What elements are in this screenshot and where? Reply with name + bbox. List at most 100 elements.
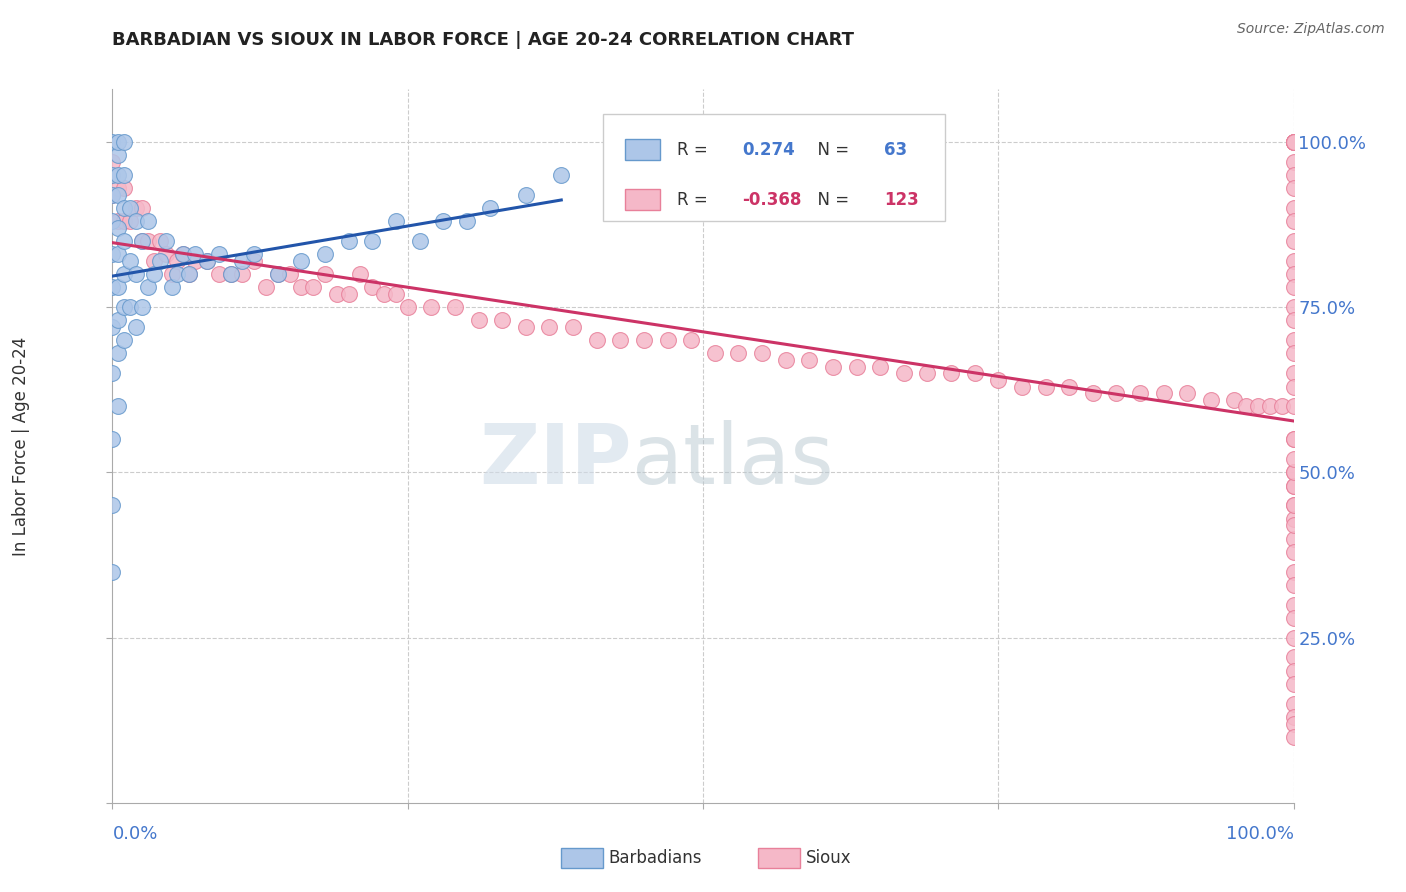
Point (149, 234, 172, 248)
Point (107, 247, 129, 261)
Point (1282, 267, 1305, 281)
FancyBboxPatch shape (626, 139, 661, 161)
Point (775, 353, 797, 368)
Point (1282, 333, 1305, 347)
Point (107, 135, 129, 149)
Text: Barbadians: Barbadians (609, 849, 703, 867)
Point (101, 367, 124, 381)
Point (1282, 499, 1305, 513)
Point (125, 320, 148, 334)
Text: 0.0%: 0.0% (112, 825, 157, 843)
Point (131, 300, 153, 314)
Point (751, 346, 773, 360)
Text: atlas: atlas (633, 420, 834, 500)
Point (467, 313, 489, 327)
Point (219, 267, 242, 281)
Point (195, 254, 218, 268)
Point (1282, 452, 1305, 467)
Point (136, 214, 159, 228)
Point (254, 280, 277, 294)
Point (1282, 400, 1305, 414)
Point (1282, 300, 1305, 314)
Point (112, 181, 135, 195)
Point (1081, 386, 1104, 401)
Text: 63: 63 (884, 141, 907, 159)
Text: In Labor Force | Age 20-24: In Labor Force | Age 20-24 (13, 336, 30, 556)
Point (893, 367, 915, 381)
Point (1282, 466, 1305, 480)
Point (727, 346, 749, 360)
Text: R =: R = (678, 141, 713, 159)
Point (101, 188, 124, 202)
Point (160, 267, 183, 281)
Point (101, 135, 124, 149)
Point (314, 267, 336, 281)
Point (112, 300, 135, 314)
Point (1282, 135, 1305, 149)
Point (179, 267, 201, 281)
Text: Source: ZipAtlas.com: Source: ZipAtlas.com (1237, 22, 1385, 37)
Text: -0.368: -0.368 (742, 191, 801, 209)
FancyBboxPatch shape (603, 114, 945, 221)
Point (136, 280, 159, 294)
Point (107, 221, 129, 235)
Point (112, 214, 135, 228)
Point (267, 267, 290, 281)
Point (1282, 545, 1305, 559)
Point (1247, 400, 1270, 414)
Point (396, 300, 419, 314)
Text: Sioux: Sioux (806, 849, 851, 867)
Point (1282, 201, 1305, 215)
Text: N =: N = (807, 141, 855, 159)
Point (101, 168, 124, 182)
Point (1057, 379, 1080, 393)
Point (585, 333, 607, 347)
Text: 0.274: 0.274 (742, 141, 794, 159)
Point (142, 254, 165, 268)
Point (101, 154, 124, 169)
Point (1271, 400, 1294, 414)
Point (1282, 135, 1305, 149)
Point (107, 181, 129, 195)
Point (243, 254, 266, 268)
Point (1282, 367, 1305, 381)
Point (1282, 135, 1305, 149)
Point (101, 320, 124, 334)
Point (112, 333, 135, 347)
Point (112, 267, 135, 281)
Point (1282, 611, 1305, 625)
Point (107, 168, 129, 182)
Point (101, 565, 124, 579)
Point (231, 254, 253, 268)
Point (172, 247, 194, 261)
Point (1282, 214, 1305, 228)
Point (125, 267, 148, 281)
Point (101, 280, 124, 294)
Point (107, 313, 129, 327)
Point (1223, 392, 1246, 407)
Point (208, 247, 231, 261)
Point (1282, 478, 1305, 492)
Point (845, 359, 868, 374)
Point (1234, 400, 1257, 414)
Point (184, 247, 207, 261)
Point (120, 214, 142, 228)
Point (131, 234, 153, 248)
Point (208, 267, 231, 281)
Point (681, 333, 703, 347)
Point (550, 168, 572, 182)
Point (337, 234, 360, 248)
Point (166, 267, 188, 281)
Text: N =: N = (807, 191, 855, 209)
Point (361, 280, 384, 294)
Point (1199, 392, 1222, 407)
Point (278, 267, 301, 281)
Point (1282, 499, 1305, 513)
Point (869, 359, 891, 374)
Point (125, 214, 148, 228)
Point (243, 247, 266, 261)
Point (1282, 664, 1305, 678)
Point (963, 367, 986, 381)
Text: ZIP: ZIP (479, 420, 633, 500)
Point (101, 247, 124, 261)
